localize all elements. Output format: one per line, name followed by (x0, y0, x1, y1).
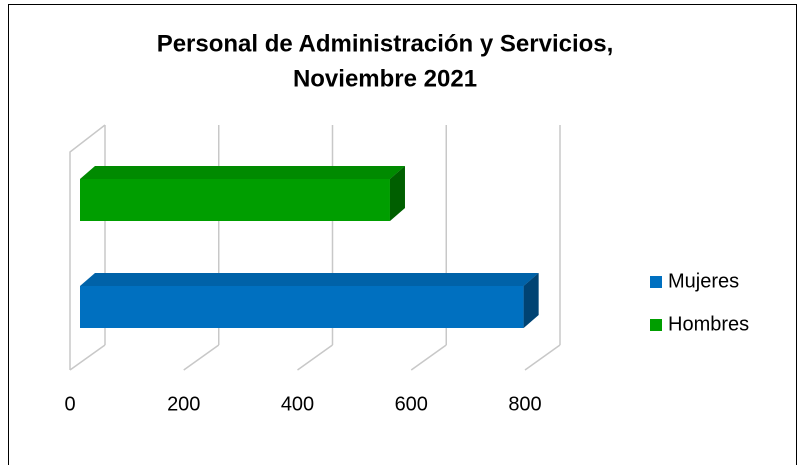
chart-title: Noviembre 2021 (293, 65, 477, 92)
bar-side-shade (523, 273, 539, 328)
bar-side-shade (389, 166, 405, 221)
grid-line (69, 344, 106, 371)
chart-border (8, 4, 797, 465)
side-wall (69, 124, 106, 370)
grid-line (524, 344, 561, 371)
bar-side (389, 166, 405, 221)
bar-top-shade (80, 166, 405, 179)
bar (80, 179, 390, 221)
legend-label: Hombres (668, 313, 749, 335)
chart-title: Personal de Administración y Servicios, (157, 30, 614, 57)
x-tick-label: 400 (281, 393, 314, 415)
x-tick-label: 600 (395, 393, 428, 415)
bar-side (523, 273, 539, 328)
x-tick-label: 800 (508, 393, 541, 415)
bar-top (80, 273, 539, 286)
bar-top-shade (80, 273, 539, 286)
x-tick-label: 0 (64, 393, 75, 415)
legend-swatch (650, 319, 662, 331)
x-tick-label: 200 (167, 393, 200, 415)
legend-swatch (650, 276, 662, 288)
grid-line (297, 344, 333, 371)
grid-line (410, 344, 447, 371)
bar (80, 286, 524, 328)
legend-label: Mujeres (668, 270, 739, 292)
grid-line (183, 344, 220, 371)
bar-top (80, 166, 405, 179)
